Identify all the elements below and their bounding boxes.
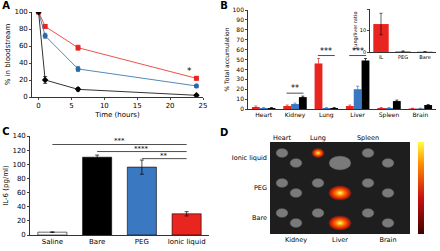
svg-text:Lung/liver ratio: Lung/liver ratio xyxy=(352,12,359,50)
svg-text:0: 0 xyxy=(363,49,366,55)
svg-text:80: 80 xyxy=(236,26,244,33)
svg-text:5: 5 xyxy=(69,102,73,110)
svg-text:Heart: Heart xyxy=(255,111,272,118)
svg-text:80: 80 xyxy=(19,25,28,33)
svg-text:60: 60 xyxy=(17,189,26,197)
svg-text:Ionic liquid: Ionic liquid xyxy=(168,238,206,246)
svg-text:Liver: Liver xyxy=(332,236,348,244)
svg-text:25: 25 xyxy=(199,102,208,110)
svg-text:Lung: Lung xyxy=(319,111,334,119)
svg-text:0: 0 xyxy=(240,105,244,112)
svg-text:20: 20 xyxy=(236,85,244,92)
svg-text:120: 120 xyxy=(12,147,25,155)
svg-text:50: 50 xyxy=(236,56,244,63)
svg-text:B: B xyxy=(220,0,228,11)
svg-text:80: 80 xyxy=(17,175,26,183)
svg-text:C: C xyxy=(2,126,9,137)
svg-text:Liver: Liver xyxy=(350,111,365,118)
svg-text:100: 100 xyxy=(12,161,25,169)
svg-text:40: 40 xyxy=(19,59,28,67)
svg-text:0: 0 xyxy=(36,102,40,110)
svg-text:0: 0 xyxy=(23,93,27,101)
svg-text:100: 100 xyxy=(14,8,27,16)
svg-text:Bare: Bare xyxy=(89,238,105,246)
svg-text:60: 60 xyxy=(236,46,244,53)
svg-text:PEG: PEG xyxy=(135,238,149,246)
svg-text:**: ** xyxy=(291,84,299,93)
svg-text:40: 40 xyxy=(236,66,244,73)
svg-text:70: 70 xyxy=(236,36,244,43)
svg-text:Brain: Brain xyxy=(412,111,428,118)
svg-text:15: 15 xyxy=(133,102,142,110)
svg-text:***: *** xyxy=(114,137,125,145)
svg-text:0: 0 xyxy=(21,231,25,239)
svg-text:90: 90 xyxy=(236,16,244,23)
svg-text:10: 10 xyxy=(360,27,366,33)
svg-text:140: 140 xyxy=(12,132,25,140)
svg-text:100: 100 xyxy=(233,6,245,13)
svg-text:Brain: Brain xyxy=(379,236,396,244)
svg-text:Time (hours): Time (hours) xyxy=(94,111,140,119)
svg-text:30: 30 xyxy=(236,75,244,82)
svg-text:IL-6 (pg/ml): IL-6 (pg/ml) xyxy=(2,165,10,206)
svg-text:Bare: Bare xyxy=(419,54,431,60)
svg-text:Saline: Saline xyxy=(42,238,63,246)
svg-text:Ionic liquid: Ionic liquid xyxy=(232,154,267,162)
svg-text:% in bloodstream: % in bloodstream xyxy=(4,24,12,86)
svg-text:***: *** xyxy=(320,47,332,56)
svg-text:% Total accumulation: % Total accumulation xyxy=(223,27,230,91)
svg-text:IL: IL xyxy=(379,54,383,60)
svg-text:PEG: PEG xyxy=(398,54,408,60)
svg-text:Bare: Bare xyxy=(252,214,267,222)
svg-text:40: 40 xyxy=(17,203,26,211)
svg-text:Heart: Heart xyxy=(273,134,292,142)
svg-text:20: 20 xyxy=(166,102,175,110)
svg-text:20: 20 xyxy=(19,76,28,84)
svg-text:10: 10 xyxy=(236,95,244,102)
svg-text:***: *** xyxy=(352,47,364,56)
svg-text:20: 20 xyxy=(17,217,26,225)
svg-text:10: 10 xyxy=(100,102,109,110)
svg-text:Spleen: Spleen xyxy=(357,134,379,142)
svg-text:Kidney: Kidney xyxy=(285,111,306,119)
svg-text:Lung: Lung xyxy=(310,134,326,142)
svg-text:Spleen: Spleen xyxy=(379,111,400,119)
svg-text:A: A xyxy=(2,0,10,11)
svg-text:PEG: PEG xyxy=(254,184,267,192)
svg-text:*: * xyxy=(187,66,192,76)
svg-text:D: D xyxy=(220,127,228,138)
svg-text:**: ** xyxy=(160,152,168,160)
svg-text:****: **** xyxy=(134,145,149,153)
svg-text:Kidney: Kidney xyxy=(285,236,307,244)
svg-text:60: 60 xyxy=(19,42,28,50)
